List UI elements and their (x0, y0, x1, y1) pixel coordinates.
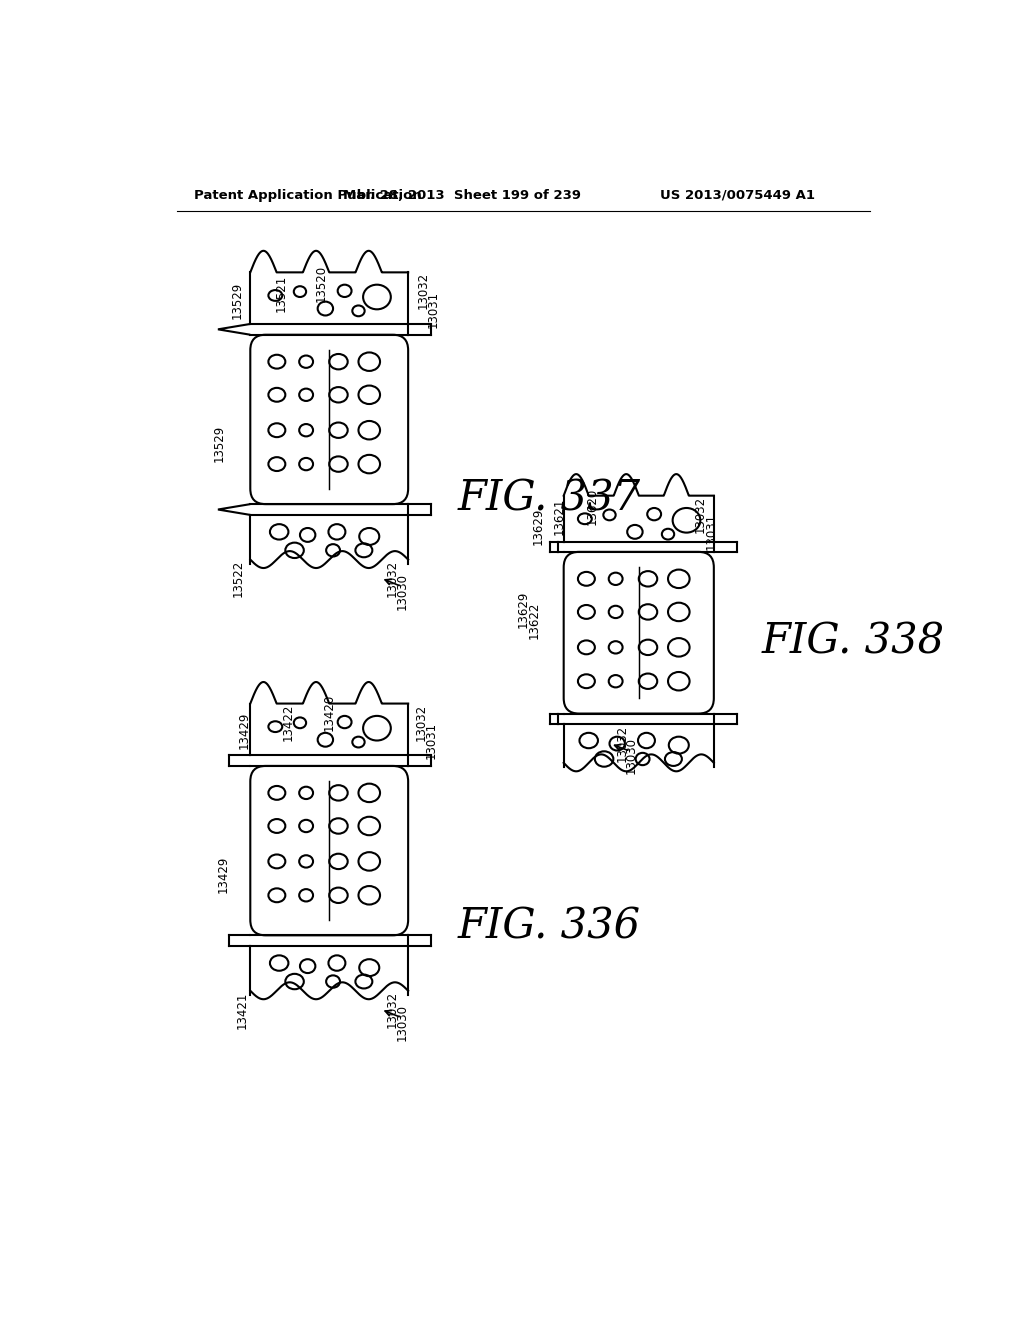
Text: 13521: 13521 (274, 275, 287, 312)
Text: 13031: 13031 (424, 722, 437, 759)
Text: 13522: 13522 (231, 560, 245, 597)
Text: 13621: 13621 (552, 498, 565, 535)
Text: 13031: 13031 (705, 513, 718, 550)
Text: 13529: 13529 (230, 282, 244, 319)
Text: 13032: 13032 (694, 495, 707, 533)
Text: 13421: 13421 (236, 993, 249, 1030)
Text: 13620: 13620 (586, 488, 599, 525)
Text: Mar. 28, 2013  Sheet 199 of 239: Mar. 28, 2013 Sheet 199 of 239 (343, 189, 581, 202)
Text: 13030: 13030 (625, 738, 638, 775)
Text: 13520: 13520 (315, 264, 328, 302)
Text: 13429: 13429 (238, 711, 251, 750)
Text: 13032: 13032 (386, 560, 399, 597)
Text: 13030: 13030 (396, 1003, 409, 1041)
Text: 13529: 13529 (213, 425, 225, 462)
Text: FIG. 337: FIG. 337 (458, 478, 641, 520)
Text: Patent Application Publication: Patent Application Publication (194, 189, 422, 202)
FancyBboxPatch shape (250, 766, 409, 936)
Text: 13622: 13622 (527, 602, 541, 639)
Text: 13032: 13032 (615, 725, 629, 762)
Text: 13629: 13629 (532, 508, 545, 545)
Text: 13420: 13420 (323, 694, 336, 731)
Text: 13031: 13031 (427, 290, 439, 327)
Text: FIG. 336: FIG. 336 (458, 906, 641, 948)
Text: 13422: 13422 (282, 704, 295, 742)
Text: 13032: 13032 (386, 991, 399, 1028)
Text: 13032: 13032 (415, 704, 427, 741)
Text: 13032: 13032 (417, 272, 430, 309)
Text: 13429: 13429 (216, 855, 229, 894)
Text: FIG. 338: FIG. 338 (762, 620, 945, 663)
Text: 13629: 13629 (517, 590, 529, 627)
FancyBboxPatch shape (563, 552, 714, 714)
FancyBboxPatch shape (250, 335, 409, 504)
Text: 13030: 13030 (396, 573, 409, 610)
Text: US 2013/0075449 A1: US 2013/0075449 A1 (660, 189, 815, 202)
